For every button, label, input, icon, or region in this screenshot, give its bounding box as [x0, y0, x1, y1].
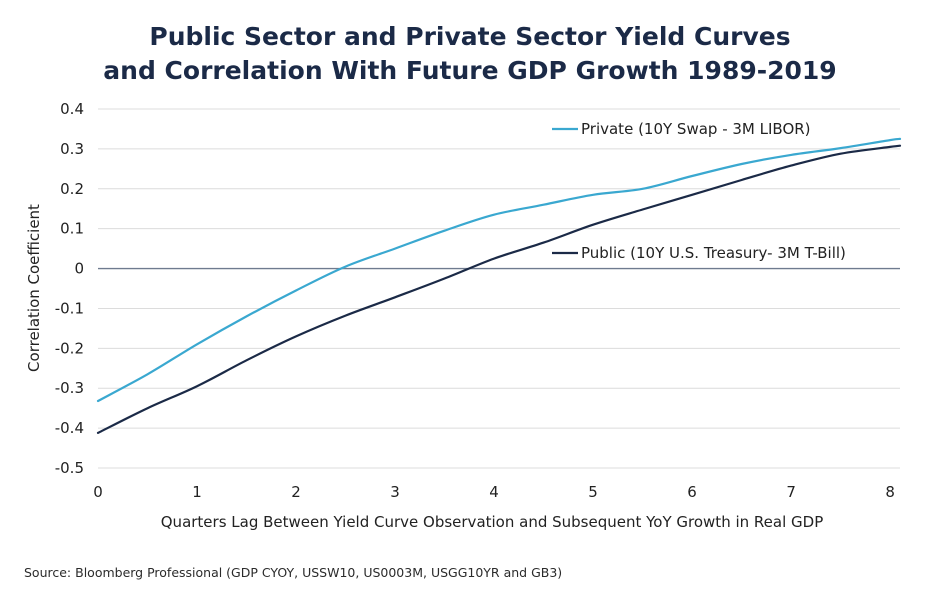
x-tick-label: 7 — [786, 483, 796, 501]
y-tick-label: 0.4 — [60, 100, 84, 118]
y-tick-label: -0.5 — [55, 459, 84, 477]
series-labels: Private (10Y Swap - 3M LIBOR) Public (10Y… — [552, 120, 846, 262]
y-tick-label: 0.3 — [60, 140, 84, 158]
series-lines — [96, 137, 902, 434]
chart-title-line-1: Public Sector and Private Sector Yield C… — [149, 22, 791, 51]
series-line-private — [96, 137, 902, 403]
x-tick-label: 2 — [291, 483, 301, 501]
gridlines — [98, 108, 900, 469]
source-note: Source: Bloomberg Professional (GDP CYOY… — [24, 565, 563, 580]
y-tick-label: -0.4 — [55, 419, 84, 437]
x-axis-label: Quarters Lag Between Yield Curve Observa… — [161, 513, 823, 531]
y-tick-label: 0.2 — [60, 180, 84, 198]
series-label: Private (10Y Swap - 3M LIBOR) — [581, 120, 811, 138]
x-tick-label: 1 — [192, 483, 202, 501]
axes: -0.5 -0.4 -0.3 -0.2 -0.1 0 0.1 0.2 0.3 0.4 0 1 2 3 4 5 6… — [55, 100, 895, 501]
chart-title-line-2: and Correlation With Future GDP Growth 1… — [103, 56, 837, 85]
series-label: Public (10Y U.S. Treasury- 3M T-Bill) — [581, 244, 846, 262]
x-tick-label: 0 — [93, 483, 103, 501]
y-axis-label: Correlation Coefficient — [25, 204, 43, 372]
x-tick-label: 6 — [687, 483, 697, 501]
x-tick-label: 5 — [588, 483, 598, 501]
y-tick-label: 0 — [74, 260, 84, 278]
chart-title: Public Sector and Private Sector Yield C… — [0, 20, 940, 88]
x-tick-label: 8 — [885, 483, 895, 501]
x-tick-label: 3 — [390, 483, 400, 501]
y-tick-label: -0.3 — [55, 379, 84, 397]
y-tick-label: -0.2 — [55, 339, 84, 357]
x-tick-label: 4 — [489, 483, 499, 501]
y-tick-label: -0.1 — [55, 299, 84, 317]
y-tick-label: 0.1 — [60, 220, 84, 238]
series-line-public — [96, 144, 902, 434]
